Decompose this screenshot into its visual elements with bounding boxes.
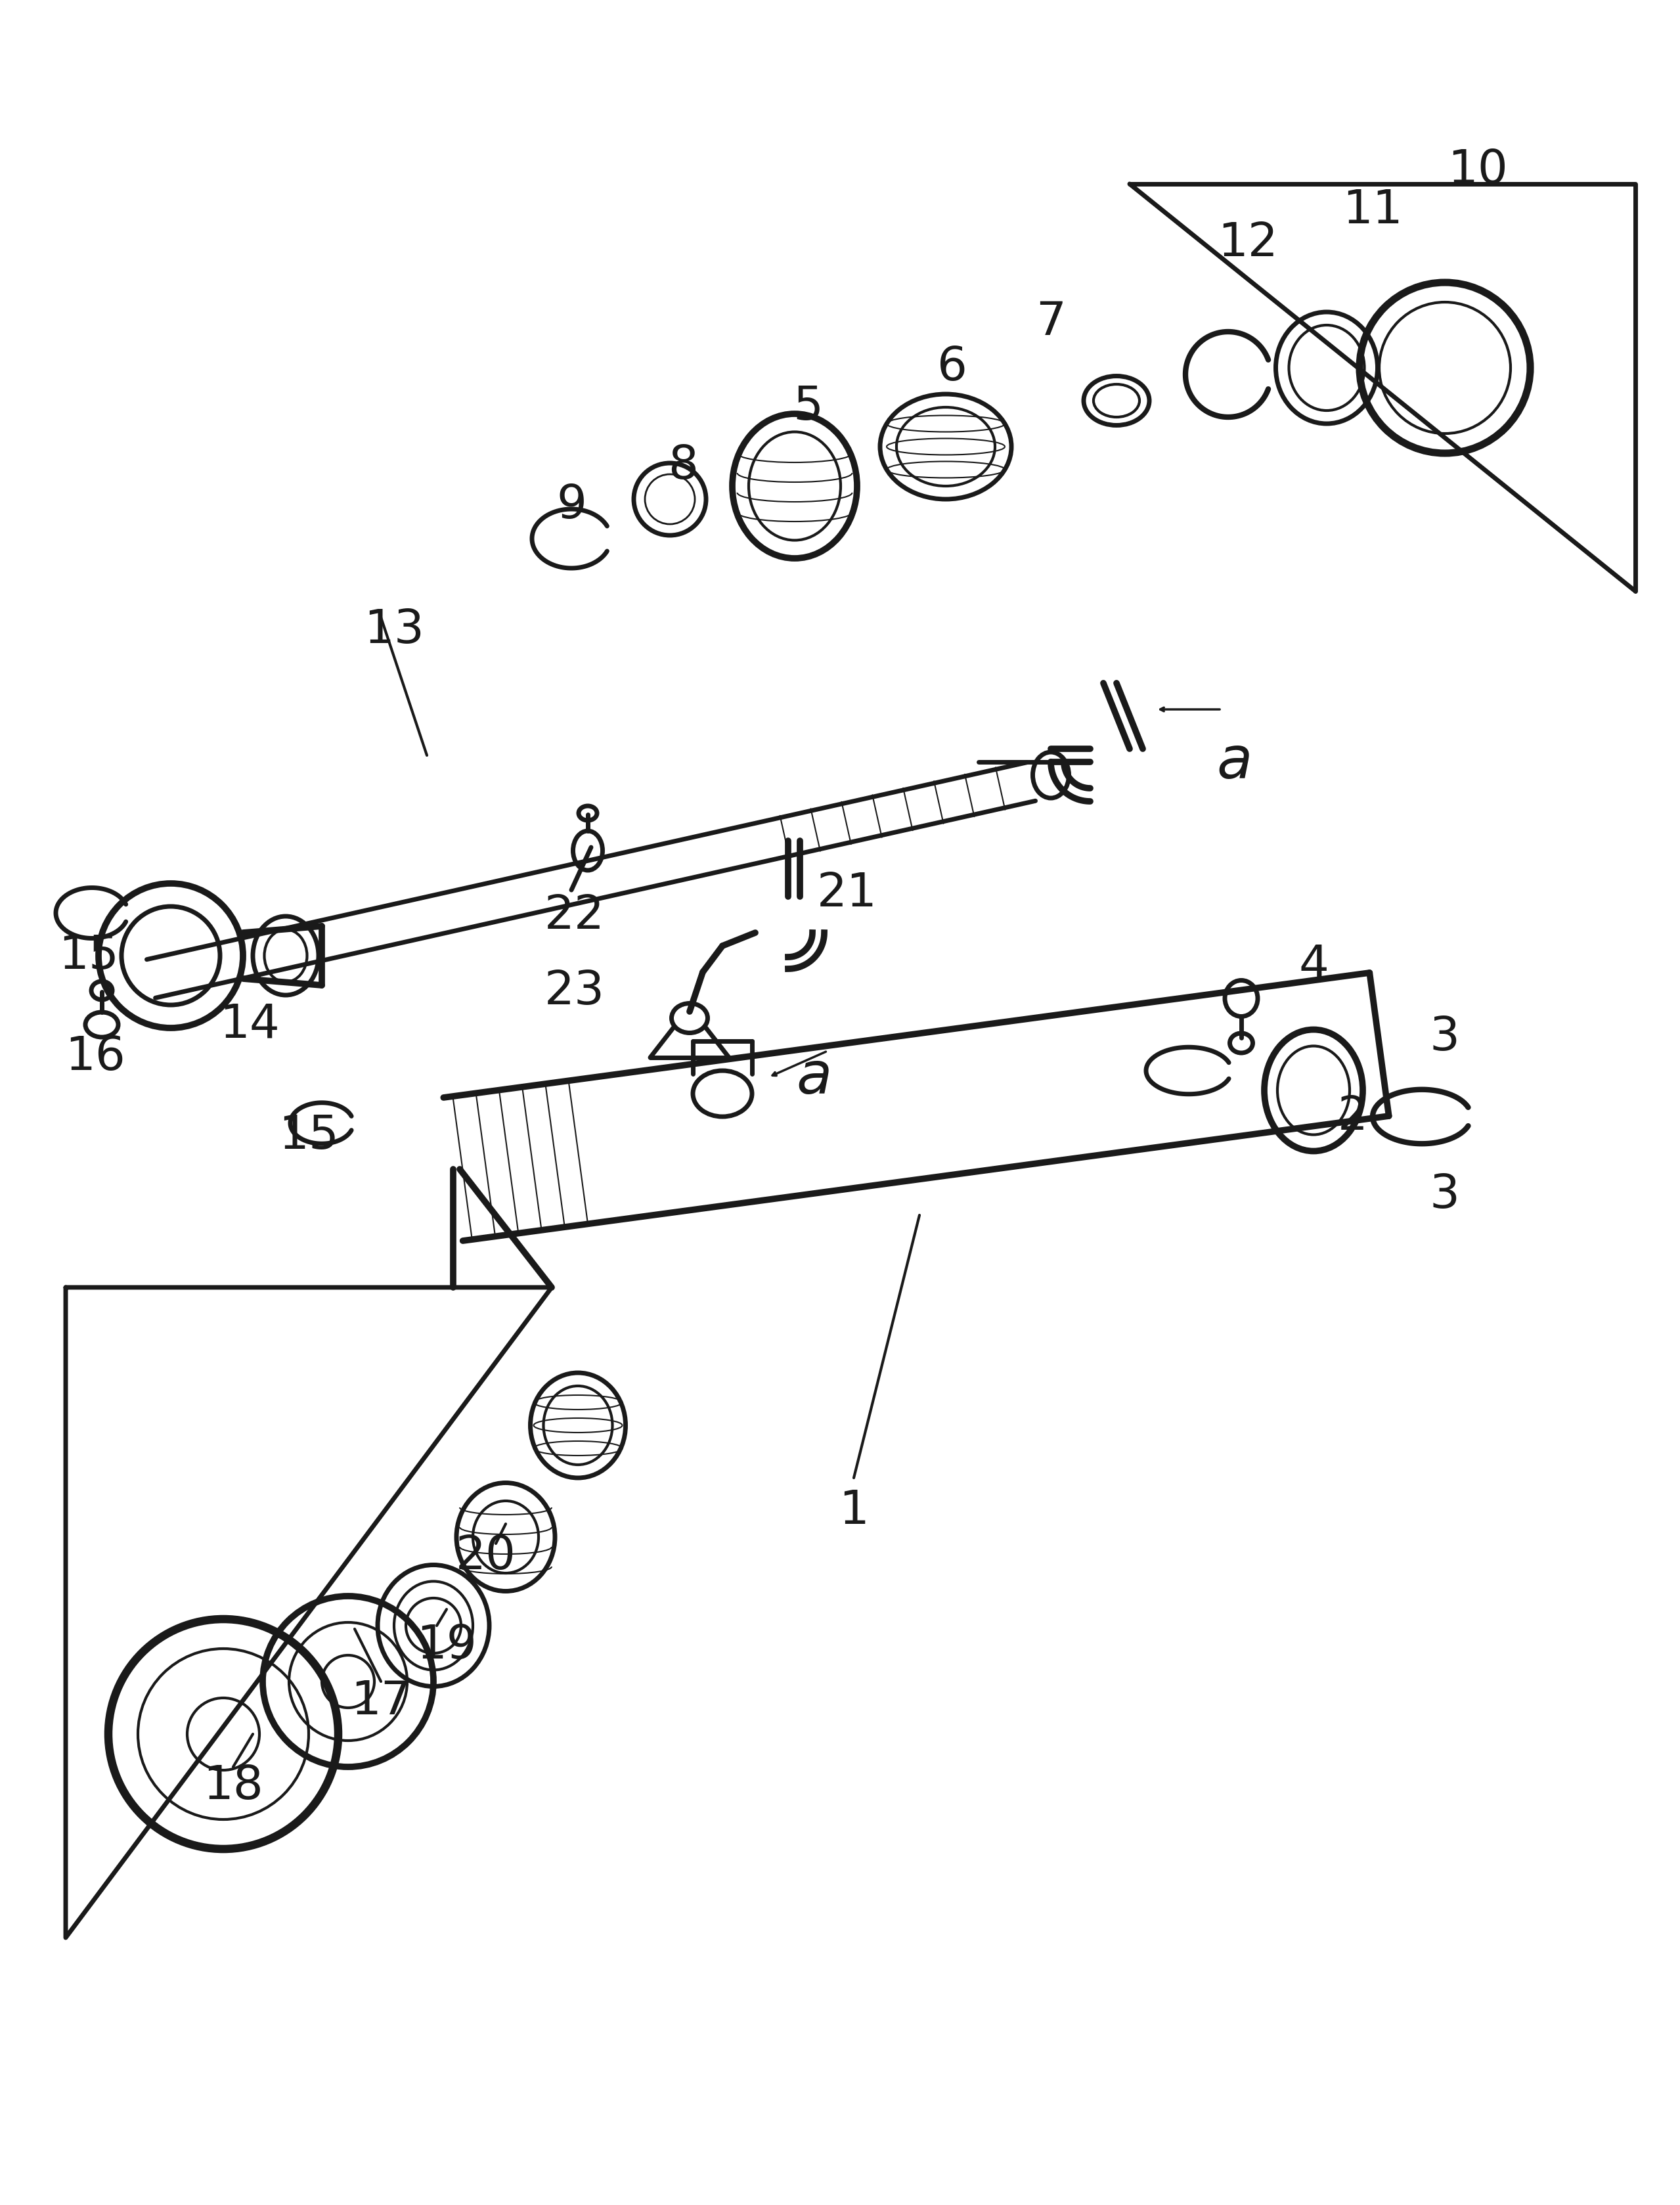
Text: 16: 16 [66, 1034, 126, 1080]
Text: a: a [796, 1050, 832, 1105]
Text: 9: 9 [556, 483, 586, 529]
Text: 8: 8 [669, 443, 699, 490]
Text: 5: 5 [793, 384, 823, 430]
Text: 22: 22 [544, 893, 605, 939]
Text: 6: 6 [937, 346, 968, 390]
Text: 20: 20 [455, 1535, 516, 1579]
Text: 13: 13 [365, 609, 425, 653]
Text: 4: 4 [1299, 944, 1329, 988]
Text: 2: 2 [1337, 1094, 1368, 1140]
Text: 14: 14 [220, 1001, 279, 1047]
Text: 15: 15 [59, 933, 119, 979]
Text: 12: 12 [1218, 221, 1278, 265]
Text: 15: 15 [279, 1114, 339, 1160]
Text: 23: 23 [544, 970, 605, 1014]
Text: 1: 1 [838, 1488, 869, 1532]
Text: 7: 7 [1037, 300, 1065, 344]
Text: 11: 11 [1342, 187, 1403, 234]
Text: 3: 3 [1430, 1173, 1460, 1217]
Text: 18: 18 [203, 1764, 264, 1810]
Text: 10: 10 [1448, 148, 1509, 194]
Text: 19: 19 [417, 1623, 477, 1667]
Text: 17: 17 [351, 1678, 412, 1724]
Text: 21: 21 [816, 871, 877, 915]
Text: a: a [1216, 734, 1253, 789]
Text: 3: 3 [1430, 1014, 1460, 1061]
